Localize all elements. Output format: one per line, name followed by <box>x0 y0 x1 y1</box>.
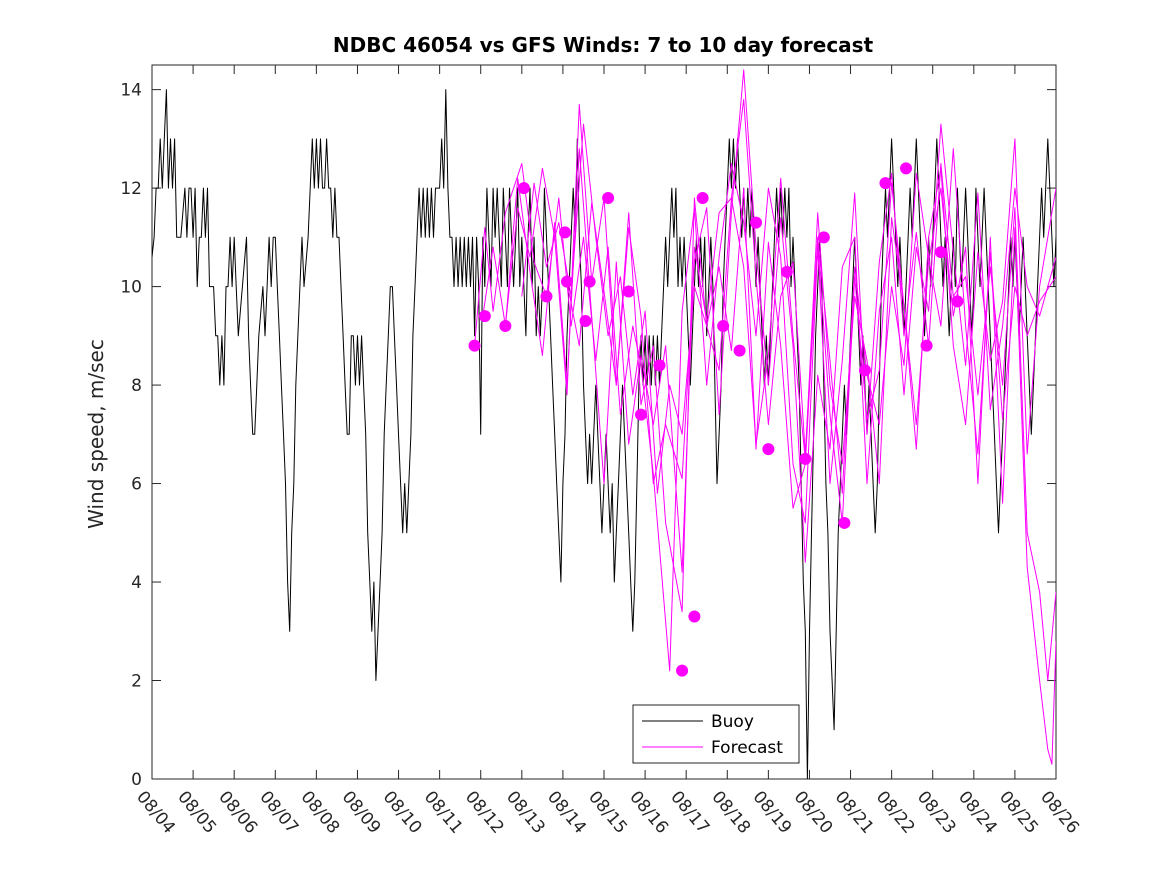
y-tick-label: 6 <box>131 475 142 495</box>
x-tick-label: 08/06 <box>214 787 261 837</box>
x-tick-label: 08/26 <box>1036 787 1083 837</box>
x-tick-label: 08/17 <box>666 787 713 837</box>
forecast-marker <box>879 177 892 190</box>
y-tick-label: 12 <box>120 179 142 199</box>
x-tick-label: 08/10 <box>379 787 426 837</box>
forecast-marker <box>750 216 763 229</box>
x-tick-label: 08/25 <box>995 787 1042 837</box>
forecast-marker <box>676 664 689 677</box>
y-tick-label: 14 <box>120 81 142 101</box>
forecast-marker <box>602 191 615 204</box>
forecast-marker <box>838 516 851 529</box>
x-tick-label: 08/05 <box>173 787 220 837</box>
forecast-marker <box>799 452 812 465</box>
series-line-forecast <box>566 138 1056 613</box>
forecast-marker <box>688 610 701 623</box>
x-tick-label: 08/18 <box>707 787 754 837</box>
legend-forecast-label: Forecast <box>711 738 783 758</box>
forecast-marker <box>517 182 530 195</box>
x-tick-label: 08/11 <box>420 787 467 837</box>
x-tick-label: 08/22 <box>872 787 919 837</box>
y-tick-label: 0 <box>131 770 142 790</box>
x-tick-label: 08/14 <box>543 787 590 837</box>
forecast-marker <box>634 408 647 421</box>
x-tick-label: 08/13 <box>502 787 549 837</box>
y-tick-label: 2 <box>131 672 142 692</box>
plot-area-frame <box>151 64 1057 780</box>
forecast-marker <box>540 290 553 303</box>
series-line-forecast <box>474 163 1056 681</box>
x-tick-label: 08/15 <box>584 787 631 837</box>
series-line-forecast <box>504 69 1056 563</box>
x-tick-label: 08/12 <box>461 787 508 837</box>
x-tick-label: 08/21 <box>831 787 878 837</box>
series-line-forecast <box>482 148 1056 765</box>
x-tick-label: 08/04 <box>132 787 179 837</box>
forecast-marker <box>900 162 913 175</box>
forecast-marker <box>558 226 571 239</box>
x-tick-label: 08/20 <box>790 787 837 837</box>
x-tick-label: 08/19 <box>749 787 796 837</box>
series-line-buoy <box>152 89 1056 779</box>
forecast-marker <box>762 443 775 456</box>
forecast-marker <box>653 359 666 372</box>
series-line-forecast <box>521 99 1056 494</box>
chart-title: NDBC 46054 vs GFS Winds: 7 to 10 day for… <box>333 33 874 57</box>
x-tick-label: 08/24 <box>954 787 1001 837</box>
forecast-marker <box>817 231 830 244</box>
x-tick-label: 08/09 <box>338 787 385 837</box>
forecast-marker <box>717 319 730 332</box>
y-tick-label: 8 <box>131 376 142 396</box>
forecast-marker <box>858 364 871 377</box>
forecast-marker <box>622 285 635 298</box>
legend: Buoy Forecast <box>632 704 800 764</box>
forecast-marker <box>561 275 574 288</box>
x-tick-label: 08/08 <box>297 787 344 837</box>
forecast-marker <box>696 191 709 204</box>
x-tick-label: 08/07 <box>255 787 302 837</box>
legend-box <box>632 704 800 764</box>
y-axis-label: Wind speed, m/sec <box>84 339 108 529</box>
legend-buoy-label: Buoy <box>711 712 754 732</box>
x-tick-label: 08/23 <box>913 787 960 837</box>
forecast-marker <box>920 339 933 352</box>
forecast-marker <box>468 339 481 352</box>
forecast-marker <box>579 315 592 328</box>
forecast-marker <box>934 246 947 259</box>
forecast-marker <box>951 295 964 308</box>
forecast-marker <box>780 265 793 278</box>
y-tick-label: 10 <box>120 278 142 298</box>
y-tick-label: 4 <box>131 573 142 593</box>
forecast-marker <box>499 319 512 332</box>
forecast-marker <box>733 344 746 357</box>
forecast-marker <box>583 275 596 288</box>
x-tick-label: 08/16 <box>625 787 672 837</box>
forecast-marker <box>478 310 491 323</box>
